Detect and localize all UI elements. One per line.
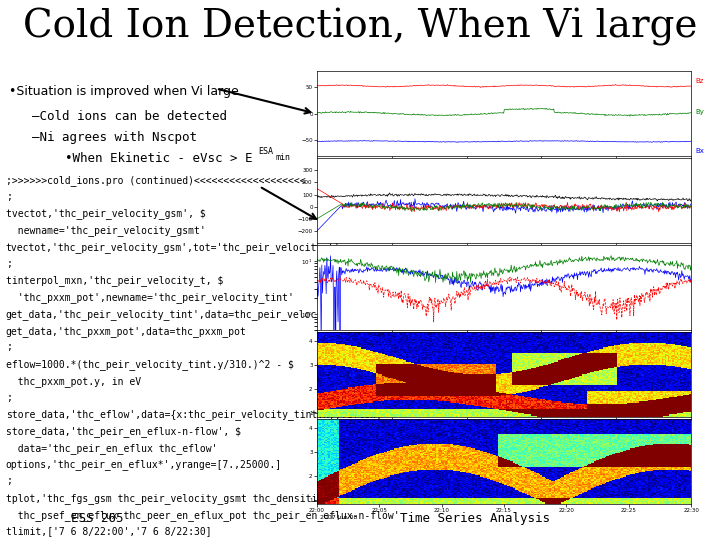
Text: data='thc_peir_en_eflux thc_eflow': data='thc_peir_en_eflux thc_eflow' [6, 443, 217, 454]
Text: thc_pxxm_pot.y, in eV: thc_pxxm_pot.y, in eV [6, 376, 141, 387]
Text: ESS 265: ESS 265 [71, 512, 123, 525]
Text: 2007 Jun 08: 2007 Jun 08 [320, 516, 358, 521]
Text: min: min [276, 153, 291, 163]
Text: get_data,'thc_pxxm_pot',data=thc_pxxm_pot: get_data,'thc_pxxm_pot',data=thc_pxxm_po… [6, 326, 247, 336]
Text: ;: ; [6, 342, 12, 353]
Text: ESA: ESA [258, 147, 273, 157]
Text: tlimit,['7 6 8/22:00','7 6 8/22:30]: tlimit,['7 6 8/22:00','7 6 8/22:30] [6, 526, 212, 537]
Text: •Situation is improved when Vi large: •Situation is improved when Vi large [9, 85, 238, 98]
Text: store_data,'thc_peir_en_eflux-n-flow', $: store_data,'thc_peir_en_eflux-n-flow', $ [6, 426, 240, 437]
Text: store_data,'thc_eflow',data={x:thc_peir_velocity_tint.x,y:eflow}: store_data,'thc_eflow',data={x:thc_peir_… [6, 409, 382, 420]
Text: 'thc_pxxm_pot',newname='thc_peir_velocity_tint': 'thc_pxxm_pot',newname='thc_peir_velocit… [6, 292, 294, 303]
Text: options,'thc_peir_en_eflux*',yrange=[7.,25000.]: options,'thc_peir_en_eflux*',yrange=[7.,… [6, 460, 282, 470]
Text: ;>>>>>>cold_ions.pro (continued)<<<<<<<<<<<<<<<<<<<: ;>>>>>>cold_ions.pro (continued)<<<<<<<<… [6, 175, 305, 186]
Text: –Ni agrees with Nscpot: –Ni agrees with Nscpot [32, 131, 197, 144]
Text: tplot,'thc_fgs_gsm thc_peir_velocity_gsmt thc_densities', $: tplot,'thc_fgs_gsm thc_peir_velocity_gsm… [6, 493, 352, 504]
Text: –Cold ions can be detected: –Cold ions can be detected [32, 110, 228, 123]
Text: •When Ekinetic - eVsc > E: •When Ekinetic - eVsc > E [65, 152, 252, 165]
Text: Bz: Bz [695, 78, 703, 84]
Text: Time Series Analysis: Time Series Analysis [400, 512, 550, 525]
Text: ;: ; [6, 192, 12, 202]
Text: ;: ; [6, 476, 12, 487]
Text: Cold Ion Detection, When Vi large: Cold Ion Detection, When Vi large [23, 8, 697, 46]
Text: get_data,'thc_peir_velocity_tint',data=thc_peir_velocity_tint: get_data,'thc_peir_velocity_tint',data=t… [6, 309, 364, 320]
Text: By: By [695, 110, 704, 116]
Text: tvectot,'thc_peir_velocity_gsm', $: tvectot,'thc_peir_velocity_gsm', $ [6, 208, 205, 219]
Text: eflow=1000.*(thc_peir_velocity_tint.y/310.)^2 - $: eflow=1000.*(thc_peir_velocity_tint.y/31… [6, 359, 294, 370]
Text: Bx: Bx [695, 148, 704, 154]
Text: ;: ; [6, 393, 12, 403]
Text: tvectot,'thc_peir_velocity_gsm',tot='thc_peir_velocity_t': tvectot,'thc_peir_velocity_gsm',tot='thc… [6, 242, 341, 253]
Text: thc_psef_en_eflux thc_peer_en_eflux_pot thc_peir_en_eflux-n-flow': thc_psef_en_eflux thc_peer_en_eflux_pot … [6, 510, 400, 521]
Text: ;: ; [6, 259, 12, 269]
Text: tinterpol_mxn,'thc_peir_velocity_t, $: tinterpol_mxn,'thc_peir_velocity_t, $ [6, 275, 223, 286]
Text: newname='thc_peir_velocity_gsmt': newname='thc_peir_velocity_gsmt' [6, 225, 205, 236]
